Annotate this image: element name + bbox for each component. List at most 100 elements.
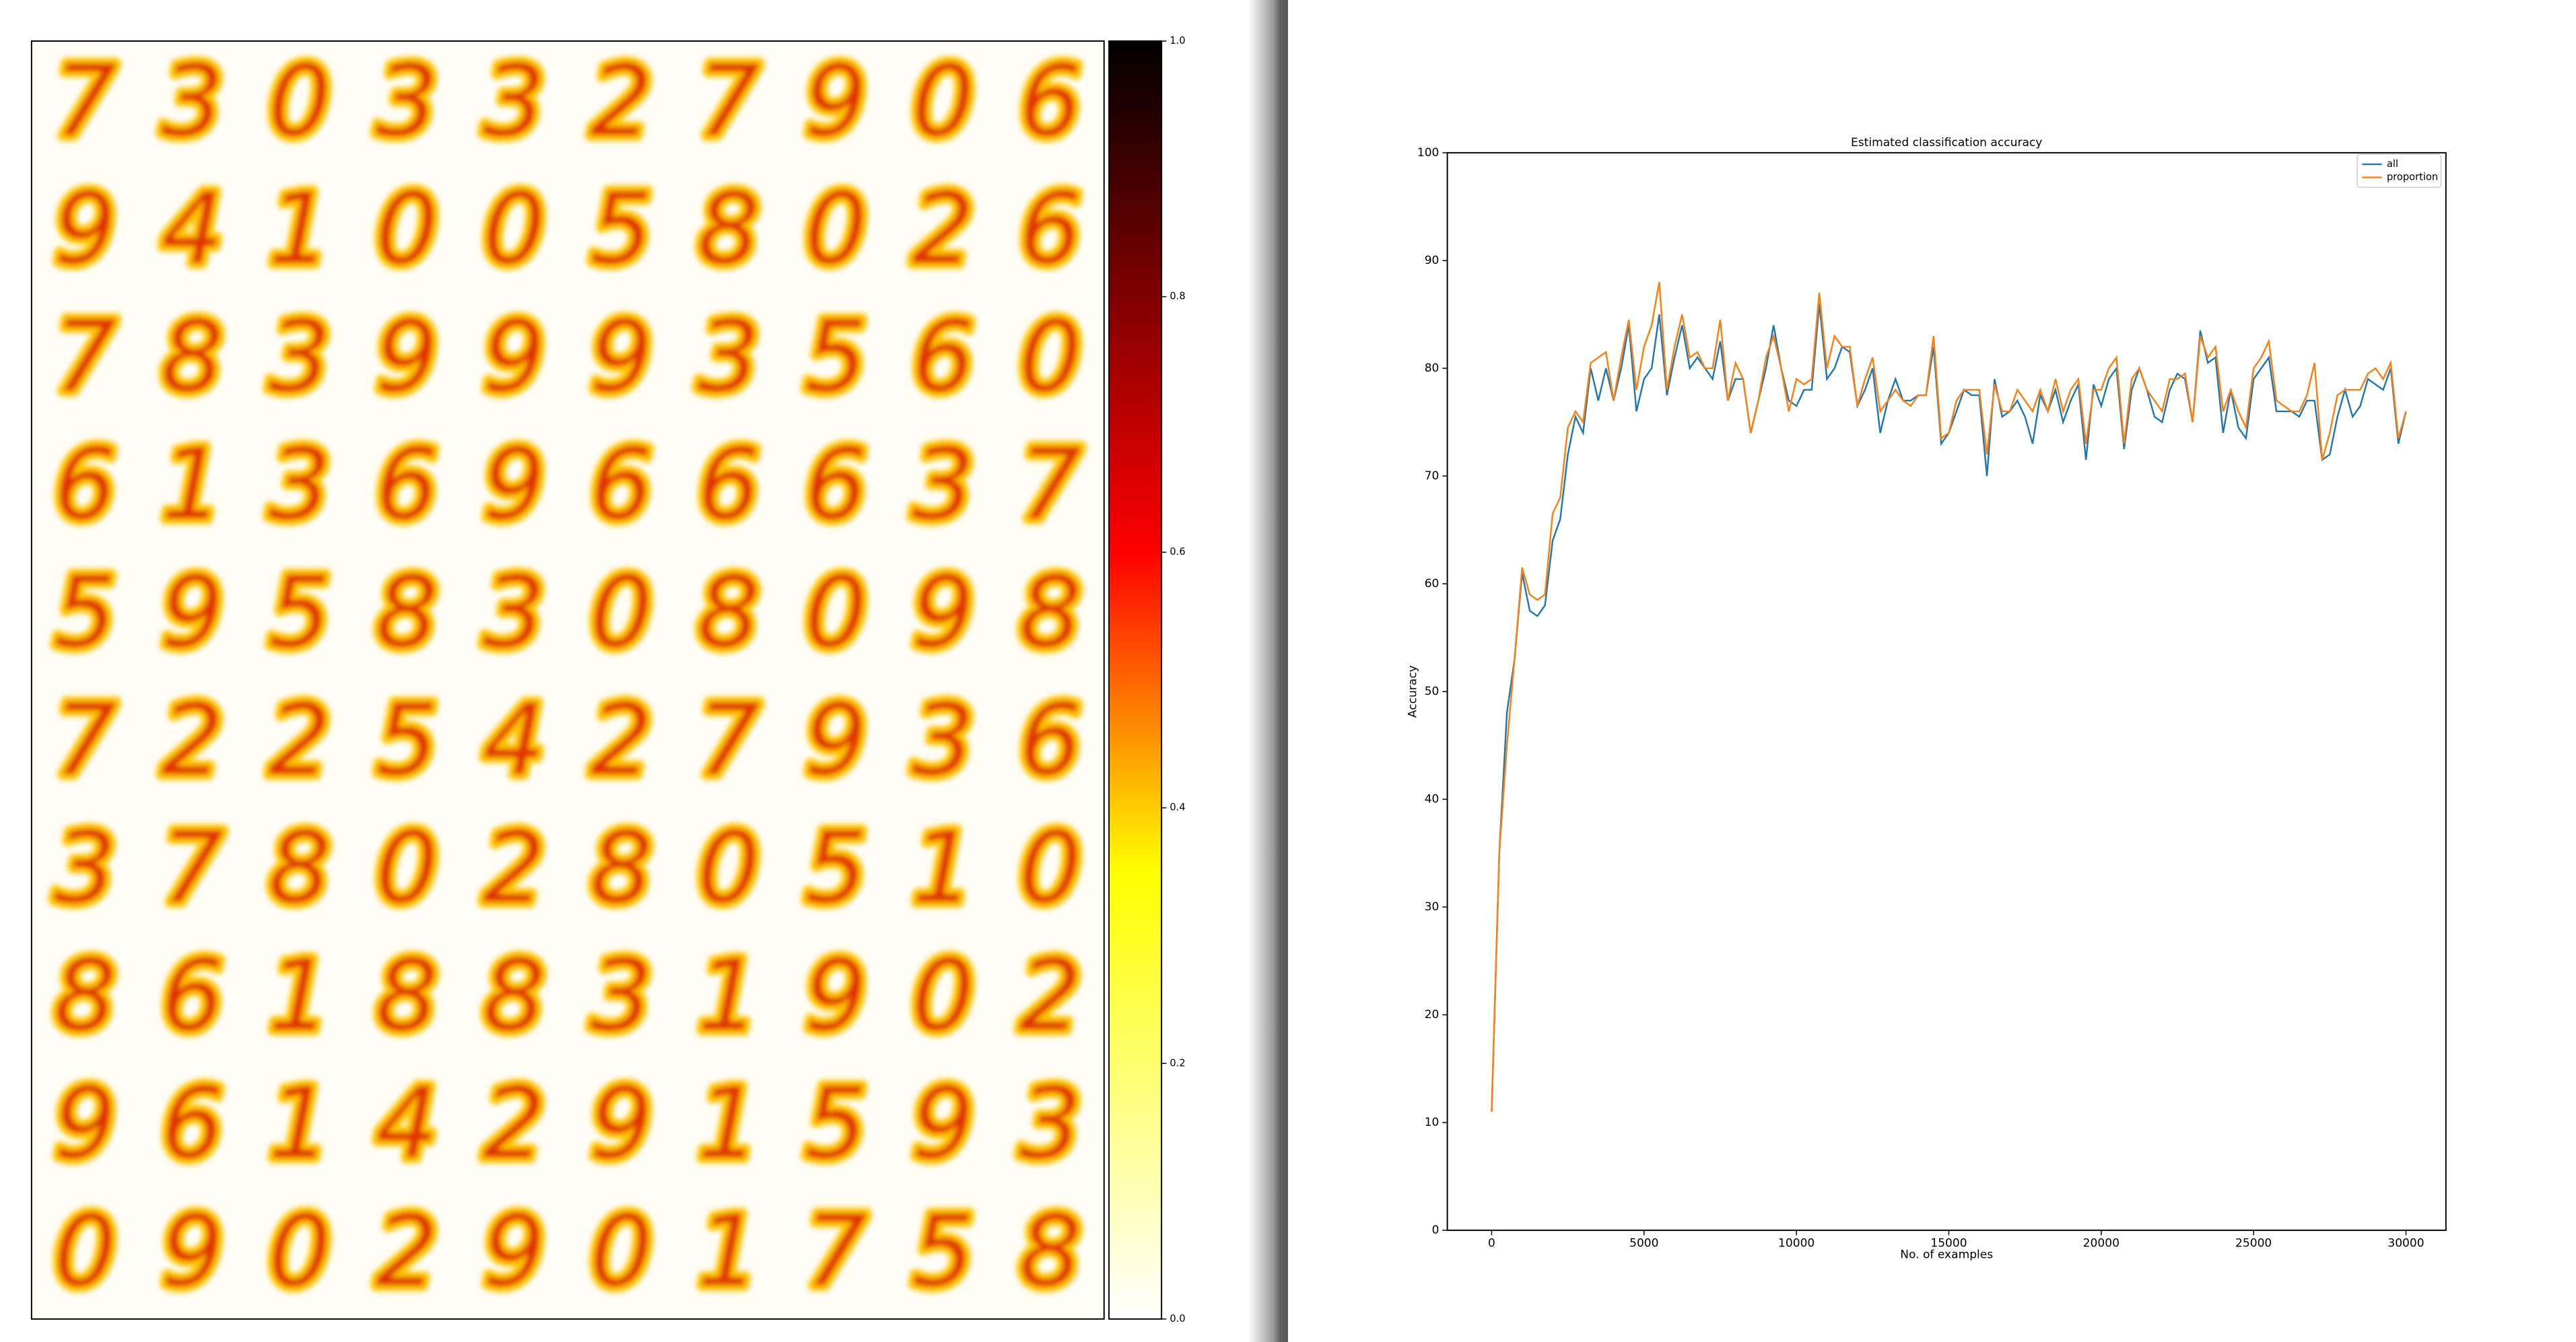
y-tick-label: 80 (1425, 362, 1439, 375)
digit: 8 (54, 938, 116, 1053)
digit: 9 (805, 44, 867, 159)
digit: 1 (269, 172, 331, 287)
digit: 0 (590, 1194, 652, 1309)
colorbar-tick-label: 0.0 (1170, 1313, 1185, 1324)
x-tick-label: 15000 (1930, 1237, 1967, 1250)
digit: 7 (161, 811, 224, 926)
digit: 9 (805, 683, 867, 798)
digit: 2 (483, 1066, 545, 1181)
chart-title: Estimated classification accuracy (1851, 136, 2042, 149)
digit: 8 (1019, 1194, 1082, 1309)
digit: 2 (376, 1194, 438, 1309)
digit: 5 (912, 1194, 974, 1309)
colorbar-tick-label: 0.8 (1170, 291, 1185, 302)
image-frame (30, 40, 1105, 1320)
digit: 7 (54, 683, 116, 798)
digit: 7 (698, 44, 760, 159)
colorbar-tick-label: 0.4 (1170, 802, 1185, 813)
digit: 3 (698, 299, 760, 414)
digit: 0 (1019, 811, 1082, 926)
digit: 0 (805, 172, 867, 287)
digit: 2 (1019, 938, 1082, 1053)
y-tick-label: 100 (1417, 146, 1439, 160)
y-tick-label: 60 (1425, 577, 1439, 591)
digit: 9 (912, 1066, 974, 1181)
digit: 6 (161, 938, 224, 1053)
x-axis-label: No. of examples (1900, 1248, 1993, 1262)
digit: 5 (54, 555, 116, 670)
x-tick-label: 20000 (2083, 1237, 2120, 1250)
digit: 3 (1019, 1066, 1082, 1181)
digit: 3 (376, 44, 438, 159)
digit: 5 (805, 1066, 867, 1181)
digit: 1 (161, 427, 224, 542)
digit: 7 (54, 299, 116, 414)
digit: 2 (161, 683, 224, 798)
digit: 9 (483, 299, 545, 414)
line-series (1491, 281, 2407, 1112)
y-tick-label: 70 (1425, 469, 1439, 483)
y-tick-label: 20 (1425, 1008, 1439, 1021)
y-tick-label: 30 (1425, 900, 1439, 914)
digit: 1 (269, 1066, 331, 1181)
y-tick-label: 10 (1425, 1116, 1439, 1129)
digit: 0 (1019, 299, 1082, 414)
digit: 5 (269, 555, 331, 670)
digit: 9 (54, 1066, 116, 1181)
x-tick-label: 5000 (1629, 1237, 1658, 1250)
digit: 9 (54, 172, 116, 287)
digit: 3 (483, 555, 545, 670)
digit: 9 (590, 299, 652, 414)
digit: 9 (590, 1066, 652, 1181)
digit: 7 (698, 683, 760, 798)
legend-label: all (2387, 158, 2398, 170)
digit-grid: 7 3 0 3 3 2 7 9 0 69 4 1 0 0 5 8 0 2 67 8 3 9 9 9 3 5 6 06 1 3 6 9 6 6 6 3 7… (48, 38, 1087, 1314)
digit: 8 (376, 938, 438, 1053)
digit: 0 (912, 938, 974, 1053)
digit: 0 (805, 555, 867, 670)
digit: 8 (483, 938, 545, 1053)
digit: 2 (269, 683, 331, 798)
digit: 0 (269, 44, 331, 159)
digit: 2 (590, 683, 652, 798)
digit: 5 (376, 683, 438, 798)
digit: 8 (698, 172, 760, 287)
digit: 3 (54, 811, 116, 926)
plot-area (1446, 152, 2447, 1232)
digit: 9 (805, 938, 867, 1053)
digit: 7 (1019, 427, 1082, 542)
digit: 9 (483, 1194, 545, 1309)
colorbar-tick-label: 0.6 (1170, 546, 1185, 558)
digit: 7 (54, 44, 116, 159)
digit: 3 (161, 44, 224, 159)
digit: 3 (912, 427, 974, 542)
digit: 6 (590, 427, 652, 542)
digit: 6 (912, 299, 974, 414)
window-border (1281, 0, 1288, 1342)
digit: 9 (912, 555, 974, 670)
digit: 7 (805, 1194, 867, 1309)
digit: 6 (805, 427, 867, 542)
digit: 0 (483, 172, 545, 287)
digit: 2 (590, 44, 652, 159)
digit: 5 (805, 811, 867, 926)
digit: 9 (161, 1194, 224, 1309)
digit: 8 (590, 811, 652, 926)
y-axis-label: Accuracy (1406, 665, 1419, 718)
digit: 8 (376, 555, 438, 670)
digit: 1 (269, 938, 331, 1053)
digit: 6 (1019, 44, 1082, 159)
digit: 3 (269, 299, 331, 414)
legend-box (2357, 154, 2442, 188)
digit: 8 (1019, 555, 1082, 670)
y-tick-label: 0 (1432, 1223, 1439, 1237)
digit: 6 (1019, 172, 1082, 287)
digit: 0 (590, 555, 652, 670)
digit: 4 (376, 1066, 438, 1181)
digit: 9 (376, 299, 438, 414)
digit: 6 (161, 1066, 224, 1181)
colorbar-tick-label: 0.2 (1170, 1057, 1185, 1069)
digit: 4 (483, 683, 545, 798)
digit: 2 (912, 172, 974, 287)
digit: 8 (161, 299, 224, 414)
